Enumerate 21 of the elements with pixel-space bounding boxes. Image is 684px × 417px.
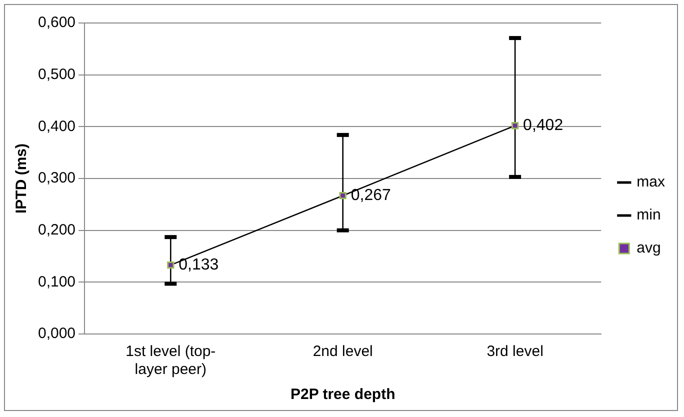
y-tick-label: 0,300 [38,170,76,187]
data-label: 0,133 [178,256,219,274]
point [167,261,174,269]
point [511,122,519,130]
y-tick-label: 0,500 [38,66,76,83]
legend-label: min [636,206,661,224]
y-tick-label: 0,000 [38,325,76,342]
y-tick-label: 0,100 [38,273,76,290]
x-tick-label: 3rd level [486,343,544,360]
y-axis-title: IPTD (ms) [13,143,30,214]
y-tick-label: 0,600 [38,14,76,32]
data-label: 0,402 [523,117,564,134]
x-tick-label: 2nd level [312,343,373,360]
y-tick-label: 0,200 [38,221,76,238]
data-label: 0,267 [350,187,391,204]
y-tick-label: 0,400 [38,118,76,135]
legend-label: avg [636,240,661,257]
x-tick-label: 1st level (top-layer peer) [126,343,216,378]
point [339,192,346,200]
x-axis-title: P2P tree depth [290,386,396,404]
legend-label: max [636,174,666,191]
